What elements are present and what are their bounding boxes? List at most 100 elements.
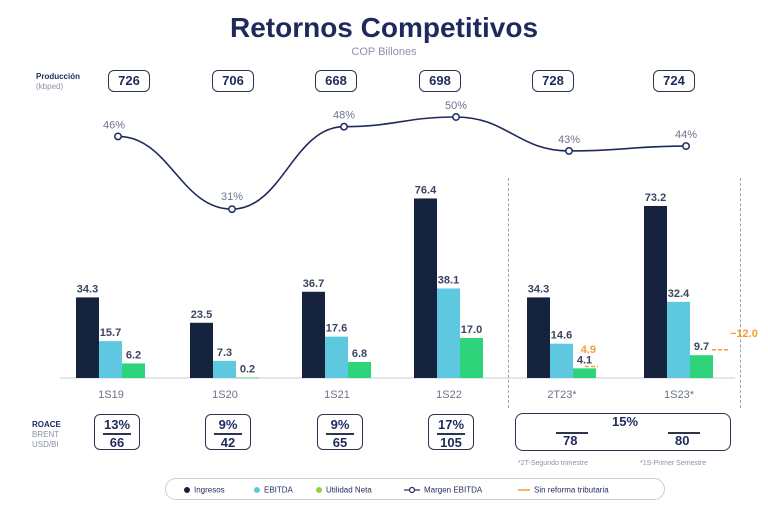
bar-ebitda — [437, 288, 460, 378]
legend-label: EBITDA — [264, 485, 293, 495]
legend-label: Margen EBITDA — [424, 485, 483, 495]
production-box: 726 — [108, 70, 150, 92]
data-label: 14.6 — [551, 330, 572, 342]
brent-value: 105 — [440, 434, 462, 450]
bar-utilidad-neta — [348, 362, 371, 378]
margen-label: 50% — [445, 100, 467, 112]
production-label-text: Producción — [36, 72, 81, 81]
bar-utilidad-neta — [236, 377, 259, 379]
sin-reforma-label: −12.0 — [730, 328, 758, 340]
roace-group-divider — [556, 432, 588, 434]
brent-label: BRENT — [32, 430, 60, 439]
margen-label: 48% — [333, 110, 355, 122]
production-box: 728 — [532, 70, 574, 92]
data-label: 38.1 — [438, 274, 459, 286]
data-label: 6.2 — [126, 349, 141, 361]
roace-label-text: ROACE — [32, 420, 61, 429]
production-box: 706 — [212, 70, 254, 92]
x-tick-label: 1S23* — [664, 389, 695, 401]
legend-label: Sin reforma tributaria — [534, 485, 609, 495]
brent-value: 78 — [563, 433, 578, 448]
sin-reforma-label: 4.9 — [581, 344, 596, 356]
data-label: 0.2 — [240, 364, 255, 376]
margen-point — [682, 142, 690, 151]
margen-label: 31% — [221, 191, 243, 203]
legend-item-sin-reforma: Sin reforma tributaria — [518, 485, 609, 494]
x-tick-label: 2T23* — [547, 389, 577, 401]
bar-ingresos — [644, 205, 667, 378]
data-label: 17.6 — [326, 323, 347, 335]
data-label: 4.1 — [577, 354, 592, 366]
margen-point — [114, 132, 122, 141]
chart-legend: Ingresos EBITDA Utilidad Neta Margen EBI… — [165, 478, 665, 500]
legend-swatch — [184, 486, 190, 493]
x-tick-label: 1S22 — [436, 389, 462, 401]
roace-group-value: 15% — [612, 414, 639, 429]
roace-box: 9% 65 — [317, 414, 363, 450]
roace-divider — [214, 433, 242, 435]
production-box: 668 — [315, 70, 357, 92]
data-label: 73.2 — [645, 192, 666, 204]
roace-divider — [437, 433, 465, 435]
production-unit: (kbped) — [36, 82, 64, 91]
legend-item-utilidad: Utilidad Neta — [316, 485, 372, 494]
chart-title: Retornos Competitivos — [229, 12, 539, 43]
data-label: 32.4 — [668, 288, 690, 300]
legend-item-ingresos: Ingresos — [184, 485, 225, 494]
margen-label: 43% — [558, 134, 580, 146]
legend-swatch — [316, 486, 322, 493]
data-label: 36.7 — [303, 278, 324, 290]
bar-ebitda — [550, 343, 573, 378]
footnote: *1S-Primer Semestre — [640, 460, 707, 467]
legend-label: Utilidad Neta — [326, 485, 372, 495]
bar-utilidad-neta — [573, 368, 596, 378]
bar-ebitda — [667, 301, 690, 378]
bar-ingresos — [190, 322, 213, 378]
roace-divider — [103, 433, 131, 435]
bar-ingresos — [414, 198, 437, 378]
roace-label: ROACE BRENT USD/Bl — [32, 420, 61, 450]
x-tick-label: 1S21 — [324, 389, 350, 401]
roace-value: 9% — [218, 417, 238, 432]
margen-ebitda-line — [117, 116, 687, 210]
margen-point — [228, 205, 236, 214]
roace-box: 9% 42 — [205, 414, 251, 450]
legend-label: Ingresos — [194, 485, 225, 495]
period-divider-left — [508, 178, 509, 408]
margen-label: 46% — [103, 119, 125, 131]
brent-value: 42 — [220, 434, 236, 450]
data-label: 9.7 — [694, 341, 709, 353]
brent-value: 80 — [675, 433, 690, 448]
bar-ebitda — [99, 341, 122, 378]
data-label: 34.3 — [77, 283, 98, 295]
brent-value: 66 — [109, 434, 125, 450]
roace-group-divider — [668, 432, 700, 434]
bar-utilidad-neta — [122, 363, 145, 378]
production-box: 724 — [653, 70, 695, 92]
x-tick-label: 1S19 — [98, 389, 124, 401]
roace-divider — [326, 433, 354, 435]
bar-ebitda — [325, 336, 348, 378]
line-marker-icon — [404, 486, 420, 493]
bar-ingresos — [302, 291, 325, 378]
data-label: 17.0 — [461, 324, 482, 336]
margen-point — [452, 113, 460, 121]
brent-value: 65 — [332, 434, 348, 450]
bar-ingresos — [76, 297, 99, 378]
roace-value: 17% — [437, 417, 465, 432]
footnote: *2T-Segundo trimestre — [518, 460, 589, 467]
data-label: 76.4 — [415, 184, 437, 196]
data-label: 6.8 — [352, 348, 367, 360]
roace-box: 17% 105 — [428, 414, 474, 450]
dash-line-icon — [518, 489, 530, 491]
bar-utilidad-neta — [460, 338, 483, 378]
x-tick-label: 1S20 — [212, 389, 238, 401]
data-label: 23.5 — [191, 309, 212, 321]
margen-label: 44% — [675, 129, 697, 141]
margen-point — [340, 122, 348, 131]
production-box: 698 — [419, 70, 461, 92]
roace-value: 13% — [103, 417, 131, 432]
brent-unit: USD/Bl — [32, 440, 59, 449]
period-divider-right — [740, 178, 741, 408]
